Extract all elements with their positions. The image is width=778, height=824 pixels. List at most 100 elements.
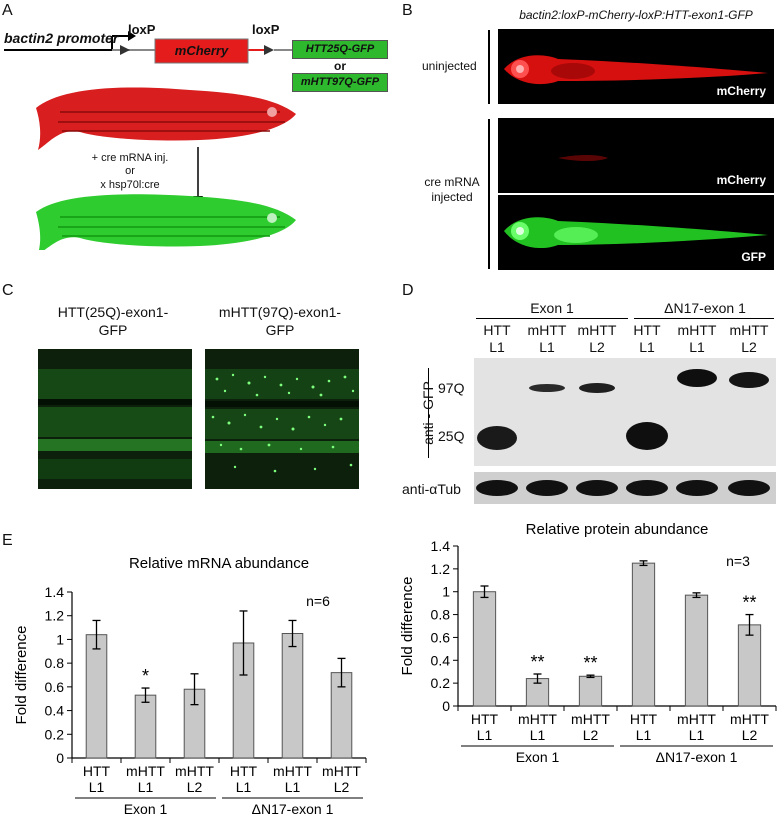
chart-title: Relative mRNA abundance (129, 555, 309, 572)
x-category-label: mHTT (571, 711, 610, 727)
panel-c-right-title-2: GFP (265, 322, 295, 338)
cre-injected-label-2: injected (431, 190, 473, 204)
x-category-line: L2 (334, 779, 350, 795)
x-category-line: L1 (530, 727, 546, 743)
x-category-line: L2 (742, 727, 758, 743)
blot-lane-line: L1 (639, 339, 655, 355)
bar (472, 591, 497, 707)
x-category-label: mHTT (518, 711, 557, 727)
y-tick-label: 0 (56, 750, 64, 766)
channel-label-mcherry-2: mCherry (716, 173, 766, 187)
micrograph-htt25q (38, 349, 192, 489)
antibody-label: anti - GFP (420, 381, 436, 445)
group-label: Exon 1 (516, 749, 560, 765)
x-category-line: L1 (89, 779, 105, 795)
uninjected-label: uninjected (422, 59, 477, 73)
channel-label-mcherry-1: mCherry (716, 84, 766, 98)
x-category-label: mHTT (677, 711, 716, 727)
red-fish-illustration (36, 87, 296, 150)
x-category-label: HTT (630, 711, 658, 727)
panel-c-left-title-2: GFP (98, 322, 128, 338)
uninjected-bracket (488, 30, 490, 104)
panel-b-title: bactin2:loxP-mCherry-loxP:HTT-exon1-GFP (519, 8, 753, 22)
y-tick-label: 1.2 (45, 608, 65, 624)
bar (578, 675, 603, 707)
y-axis-label: Fold difference (399, 577, 416, 676)
x-category-label: HTT (230, 763, 258, 779)
x-category-label: mHTT (322, 763, 361, 779)
blot-lane-line: L2 (589, 339, 605, 355)
promoter-label: bactin2 promoter (4, 30, 119, 46)
aggregate-puncta (205, 349, 359, 489)
y-tick-label: 0.4 (45, 703, 65, 719)
antibody-bracket (428, 368, 429, 458)
panel-c-label: C (2, 282, 14, 299)
bar (631, 562, 656, 707)
y-tick-label: 1.4 (45, 584, 65, 600)
cre-step-2: x hsp70l:cre (100, 179, 160, 191)
x-category-label: mHTT (175, 763, 214, 779)
y-tick-label: 0.2 (431, 675, 451, 691)
blot-lane-line: L1 (689, 339, 705, 355)
larva-injected-gfp: GFP (498, 195, 774, 270)
blot-lane-line: L1 (489, 339, 505, 355)
larva-injected-mcherry: mCherry (498, 118, 774, 193)
cre-step-or: or (125, 165, 135, 177)
group-label: Exon 1 (124, 801, 168, 817)
micrograph-mhtt97q (205, 349, 359, 489)
mrna-bar-chart: Relative mRNA abundance Fold difference 0 0… (13, 555, 367, 817)
blot-lane-label: mHTT (527, 322, 567, 338)
x-category-label: mHTT (730, 711, 769, 727)
x-category-line: L1 (138, 779, 154, 795)
y-tick-label: 1 (442, 584, 450, 600)
y-tick-label: 0.8 (45, 655, 65, 671)
blot-lane-line: L2 (741, 339, 757, 355)
chart-title: Relative protein abundance (526, 521, 709, 538)
y-tick-label: 0 (442, 698, 450, 714)
blot-lane-label: mHTT (729, 322, 769, 338)
x-category-label: mHTT (126, 763, 165, 779)
blot-group-label-2: ΔN17-exon 1 (664, 300, 746, 316)
blot-lane-label: HTT (633, 322, 661, 338)
cre-injected-label-1: cre mRNA (424, 175, 480, 189)
band-label-25q: 25Q (438, 428, 465, 444)
protein-bar-chart: Relative protein abundance Fold differenc… (399, 521, 777, 765)
y-tick-label: 0.6 (45, 679, 65, 695)
blot-group-line-1 (476, 318, 628, 319)
western-blot-gfp (474, 358, 776, 466)
x-category-line: L1 (236, 779, 252, 795)
bar (737, 624, 762, 707)
x-category-line: L1 (689, 727, 705, 743)
significance-marker: ** (742, 593, 756, 613)
x-category-line: L1 (477, 727, 493, 743)
y-axis-label: Fold difference (13, 626, 30, 725)
panel-c-right-title-1: mHTT(97Q)-exon1- (218, 304, 342, 320)
band-label-97q: 97Q (438, 380, 465, 396)
htt25q-gfp-box: HTT25Q-GFP (292, 40, 388, 59)
injected-bracket (488, 119, 490, 269)
x-category-line: L1 (636, 727, 652, 743)
x-category-line: L2 (187, 779, 203, 795)
sample-size-annotation: n=3 (726, 553, 750, 569)
y-tick-label: 1.4 (431, 538, 451, 554)
y-tick-label: 1 (56, 631, 64, 647)
x-category-label: HTT (471, 711, 499, 727)
loxp-label-2: loxP (252, 22, 280, 37)
mcherry-box-label: mCherry (174, 43, 229, 58)
group-label: ΔN17-exon 1 (252, 801, 334, 817)
panel-c-left-title-1: HTT(25Q)-exon1- (57, 304, 169, 320)
western-blot-tubulin (474, 472, 776, 504)
group-label: ΔN17-exon 1 (656, 749, 738, 765)
loading-control-label: anti-αTub (402, 481, 461, 497)
or-label: or (334, 59, 346, 73)
blot-lane-line: L1 (539, 339, 555, 355)
larva-uninjected-mcherry: mCherry (498, 29, 774, 104)
significance-marker: * (142, 666, 149, 686)
y-tick-label: 1.2 (431, 561, 451, 577)
blot-lane-label: mHTT (577, 322, 617, 338)
sample-size-annotation: n=6 (306, 593, 330, 609)
bar (85, 634, 108, 759)
blot-lane-label: mHTT (677, 322, 717, 338)
blot-group-label-1: Exon 1 (530, 300, 574, 316)
cre-step-1: + cre mRNA inj. (91, 152, 169, 164)
